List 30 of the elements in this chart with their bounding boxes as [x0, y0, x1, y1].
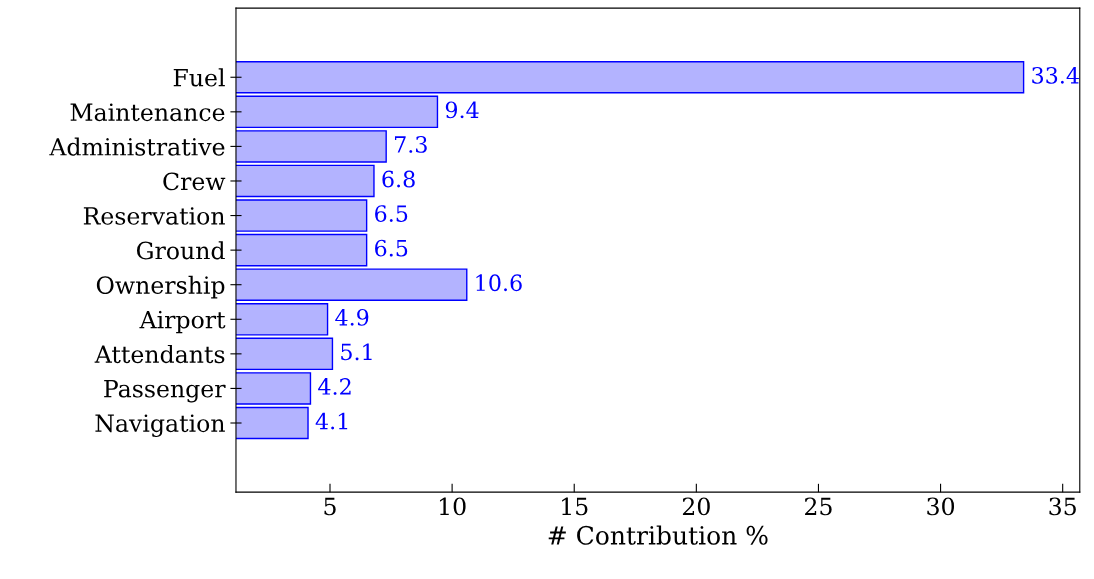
data-label: 6.8 [382, 170, 415, 188]
x-tick-label: 5 [324, 497, 336, 516]
y-tick-label: Reservation [83, 207, 225, 225]
x-tick-label: 10 [439, 497, 466, 516]
data-label: 4.1 [315, 412, 348, 430]
y-tick-label: Airport [139, 310, 226, 334]
x-tick-label: 20 [682, 497, 710, 516]
x-tick-label: 25 [805, 497, 832, 516]
data-label: 6.5 [375, 239, 408, 257]
data-label: 5.1 [341, 343, 372, 361]
data-label: 33.4 [1032, 66, 1079, 84]
y-tick-label: Ground [136, 241, 225, 260]
y-tick-label: Passenger [104, 380, 226, 403]
y-tick-label: Administrative [49, 137, 225, 156]
y-tick-label: Attendants [94, 344, 225, 364]
y-tick-label: Crew [163, 172, 226, 191]
data-label: 10.6 [476, 274, 522, 292]
x-axis-title: # Contribution % [548, 525, 768, 545]
data-label: 9.4 [445, 101, 479, 119]
x-tick-label: 15 [562, 497, 588, 516]
y-tick-label: Maintenance [70, 103, 225, 122]
x-tick-label: 35 [1049, 497, 1076, 516]
data-label: 7.3 [394, 136, 427, 153]
data-label: 6.5 [375, 205, 408, 222]
y-tick-label: Ownership [96, 275, 225, 299]
data-label: 4.2 [318, 378, 351, 395]
y-tick-label: Navigation [95, 414, 225, 438]
y-tick-label: Fuel [173, 68, 225, 87]
x-tick-label: 30 [927, 497, 955, 516]
data-label: 4.9 [335, 308, 369, 326]
